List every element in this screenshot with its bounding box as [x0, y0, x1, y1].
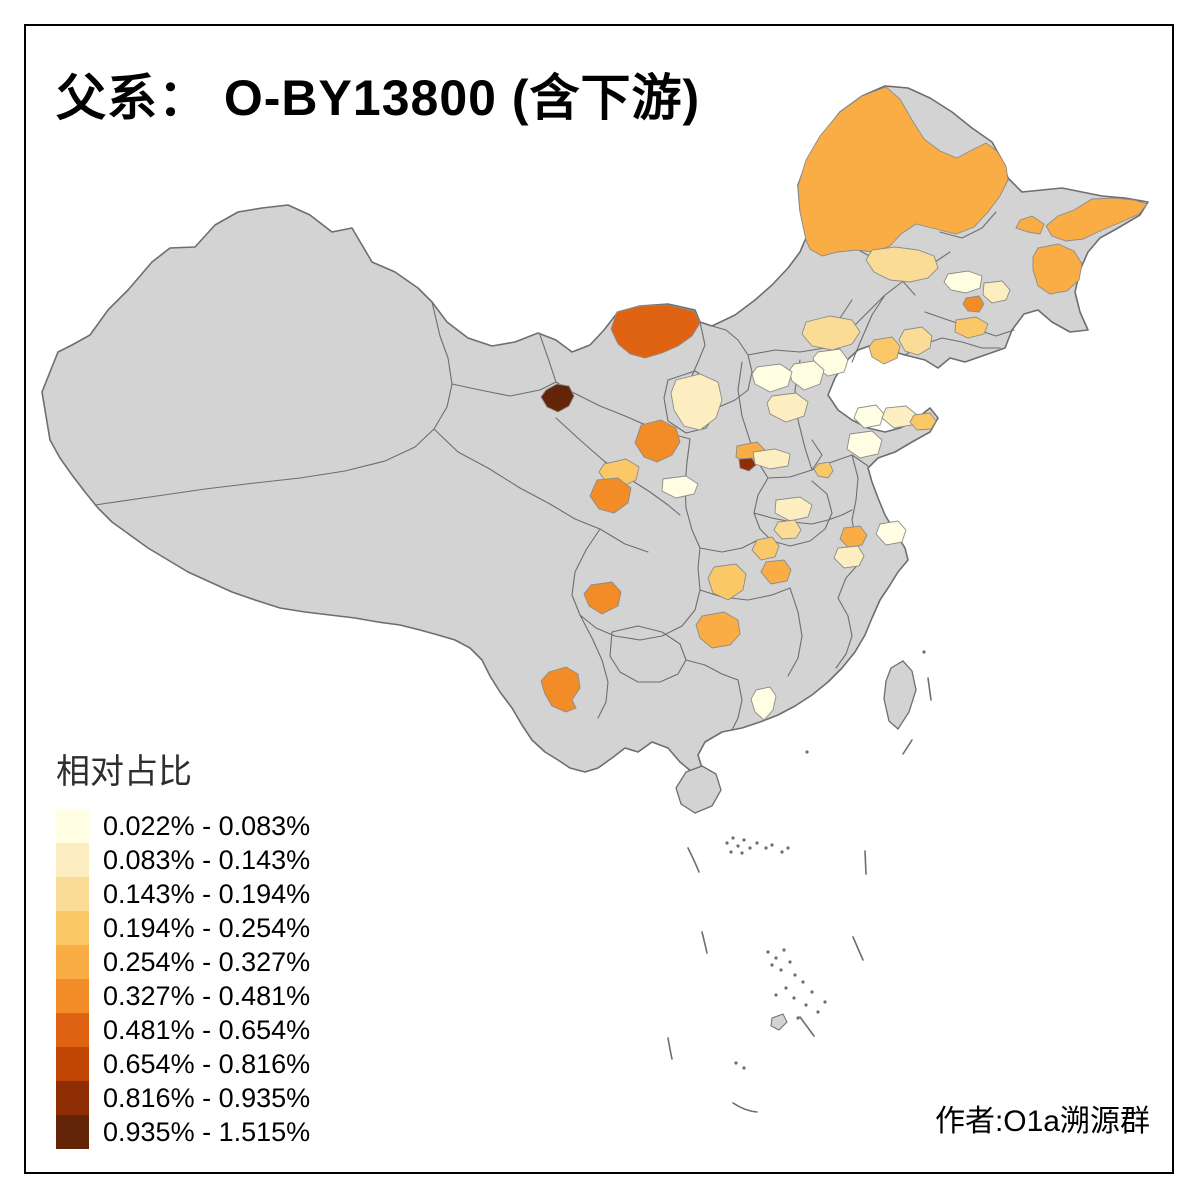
legend-row-7: 0.481% - 0.654% [56, 1013, 310, 1047]
map-region-weihai [909, 412, 937, 431]
map-region-ne-pale-1 [943, 270, 983, 294]
map-region-jiangsu-pale [846, 430, 883, 459]
legend-swatch-8 [56, 1047, 89, 1081]
map-region-kunming [540, 666, 581, 713]
legend: 相对占比 0.022% - 0.083% 0.083% - 0.143% 0.143… [56, 744, 310, 1149]
legend-swatch-1 [56, 809, 89, 843]
map-region-shanxi-pale-b [766, 392, 809, 423]
legend-swatch-9 [56, 1081, 89, 1115]
map-region-dandong [954, 316, 989, 339]
map-region-harbin-south [1032, 243, 1083, 295]
map-region-chifeng [801, 315, 861, 351]
map-region-pingliang-pale [661, 475, 699, 499]
legend-row-6: 0.327% - 0.481% [56, 979, 310, 1013]
nine-dash-line [667, 677, 932, 1113]
map-region-henan-c4 [813, 461, 834, 479]
map-region-anhui-pale [833, 545, 865, 569]
map-region-gannan [589, 477, 632, 514]
legend-row-5: 0.254% - 0.327% [56, 945, 310, 979]
hainan-island [675, 765, 722, 814]
map-region-lanzhou [634, 419, 681, 463]
map-region-jinchang [540, 383, 575, 413]
map-region-hubei-west [707, 563, 747, 601]
legend-row-1: 0.022% - 0.083% [56, 809, 310, 843]
legend-title: 相对占比 [56, 753, 192, 791]
legend-row-10: 0.935% - 1.515% [56, 1115, 310, 1149]
legend-label-10: 0.935% - 1.515% [103, 1117, 311, 1147]
map-region-yulin-pale [670, 373, 723, 431]
map-region-fuyuan-arm [1015, 215, 1045, 235]
map-region-chengde [868, 336, 901, 365]
legend-swatch-7 [56, 1013, 89, 1047]
legend-label-7: 0.481% - 0.654% [103, 1015, 311, 1045]
map-region-suizhou [760, 559, 792, 585]
map-region-shanghai-pale [875, 520, 907, 546]
map-region-henan-strip [752, 448, 791, 470]
attribution-text: 作者:O1a溯源群 [934, 1105, 1150, 1138]
map-region-xiangyang [751, 536, 780, 561]
legend-swatch-5 [56, 945, 89, 979]
island-specks [725, 650, 926, 1070]
map-region-shanxi-pale-a [751, 363, 793, 393]
legend-label-3: 0.143% - 0.194% [103, 879, 311, 909]
map-region-cangzhou-pale [853, 404, 885, 429]
legend-swatch-6 [56, 979, 89, 1013]
map-region-henan-c3 [773, 519, 802, 540]
map-region-bayannur [610, 304, 701, 359]
page-title: 父系： O-BY13800 (含下游) [56, 70, 701, 126]
map-region-qiqihar [865, 246, 939, 283]
map-region-fuyuan-strip [1045, 197, 1148, 242]
legend-swatch-3 [56, 877, 89, 911]
map-region-shandong-c2 [881, 405, 917, 429]
map-region-guangzhou-pale [750, 686, 777, 721]
map-region-hefei [839, 525, 868, 549]
legend-row-2: 0.083% - 0.143% [56, 843, 310, 877]
legend-row-8: 0.654% - 0.816% [56, 1047, 310, 1081]
legend-label-2: 0.083% - 0.143% [103, 845, 311, 875]
legend-label-8: 0.654% - 0.816% [103, 1049, 311, 1079]
legend-swatch-10 [56, 1115, 89, 1149]
south-sea-islet [770, 1013, 788, 1031]
legend-label-1: 0.022% - 0.083% [103, 811, 311, 841]
highlighted-regions [540, 86, 1148, 721]
legend-row-4: 0.194% - 0.254% [56, 911, 310, 945]
map-region-ne-pale-2 [982, 280, 1011, 304]
map-region-huaihua [695, 611, 741, 649]
map-region-jiyuan-dark [738, 457, 757, 472]
legend-label-9: 0.816% - 0.935% [103, 1083, 311, 1113]
legend-swatch-4 [56, 911, 89, 945]
legend-swatch-2 [56, 843, 89, 877]
map-region-henan-pale [774, 496, 813, 522]
legend-row-9: 0.816% - 0.935% [56, 1081, 310, 1115]
legend-label-4: 0.194% - 0.254% [103, 913, 311, 943]
map-region-neijiang [583, 581, 622, 615]
map-region-shenyang [898, 326, 933, 356]
legend-row-3: 0.143% - 0.194% [56, 877, 310, 911]
taiwan-island [883, 660, 917, 730]
legend-label-6: 0.327% - 0.481% [103, 981, 311, 1011]
legend-entries: 0.022% - 0.083% 0.083% - 0.143% 0.143% - 0… [56, 809, 310, 1149]
map-region-ne-deep-orange [962, 295, 985, 313]
legend-label-5: 0.254% - 0.327% [103, 947, 311, 977]
